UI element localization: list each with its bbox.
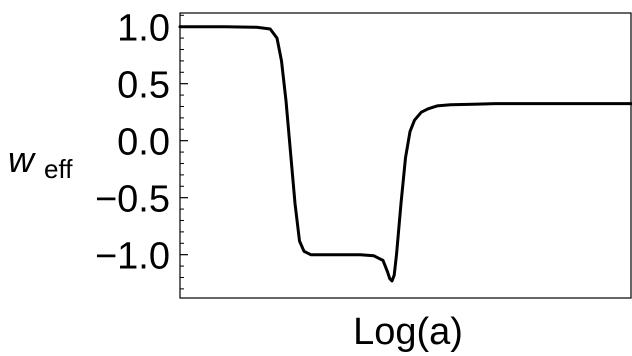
x-axis-label: Log(a)	[353, 311, 463, 353]
y-axis-label-sub: eff	[44, 154, 73, 184]
plot-frame	[179, 12, 632, 299]
y-tick-label: 0.5	[117, 65, 170, 107]
y-tick-label: −1.0	[95, 236, 170, 278]
y-axis-label-main: w	[8, 139, 36, 180]
y-tick-label: −0.5	[95, 179, 170, 221]
series-line	[178, 25, 632, 283]
y-tick-label: 0.0	[117, 122, 170, 164]
y-axis-label: w eff	[8, 139, 73, 184]
y-axis-ticks	[180, 14, 188, 290]
y-tick-label: 1.0	[117, 8, 170, 50]
y-axis-tick-labels: 1.0 0.5 0.0 −0.5 −1.0	[95, 8, 170, 278]
